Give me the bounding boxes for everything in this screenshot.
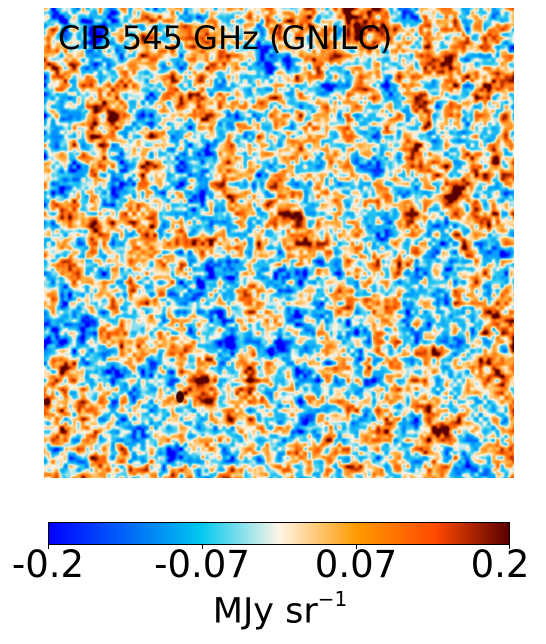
colorbar-tick bbox=[356, 545, 357, 549]
colorbar bbox=[48, 522, 510, 545]
colorbar-tick-label: 0.07 bbox=[314, 543, 398, 586]
sky-map-image bbox=[44, 8, 514, 478]
colorbar-tick bbox=[48, 545, 49, 549]
colorbar-tick-label: -0.07 bbox=[154, 543, 250, 586]
colorbar-tick-label: 0.2 bbox=[470, 543, 530, 586]
sky-map: CIB 545 GHz (GNILC) bbox=[44, 8, 514, 478]
colorbar-tick-label: -0.2 bbox=[11, 543, 85, 586]
colorbar-unit-label: MJy sr−1 bbox=[212, 587, 348, 632]
map-title: CIB 545 GHz (GNILC) bbox=[58, 19, 393, 57]
colorbar-tick bbox=[202, 545, 203, 549]
colorbar-tick bbox=[509, 545, 510, 549]
